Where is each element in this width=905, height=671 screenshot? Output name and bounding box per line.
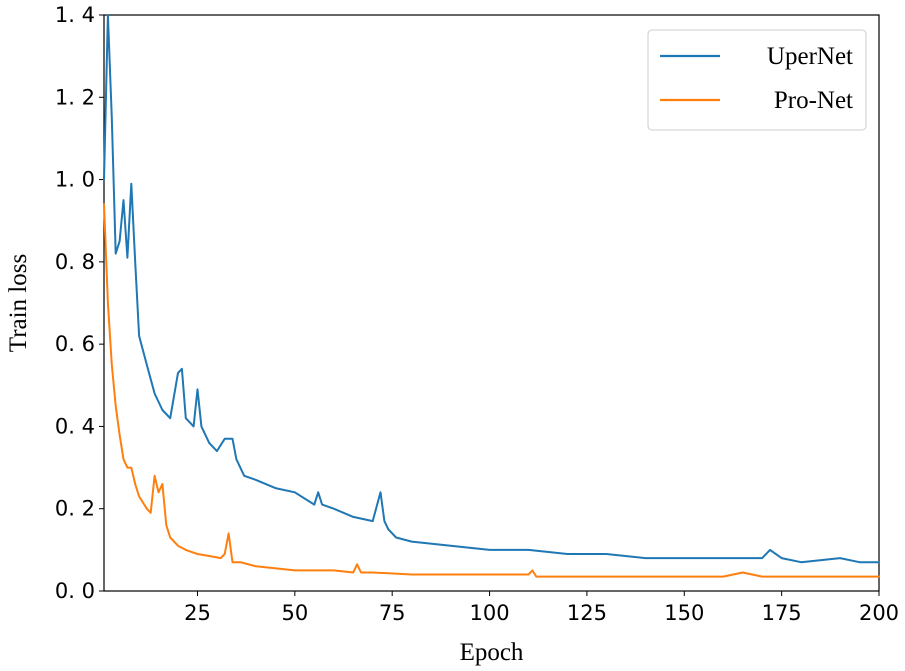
y-tick-label: 1. 2 [55, 85, 95, 109]
y-tick-label: 0. 0 [55, 579, 95, 603]
series-layer [103, 14, 880, 578]
y-tick-label: 0. 2 [55, 497, 95, 521]
series-line-upernet [103, 14, 880, 564]
x-tick-label: 125 [567, 601, 607, 625]
y-tick-label: 1. 4 [55, 3, 95, 27]
y-tick-label: 0. 6 [55, 332, 95, 356]
y-axis: 0. 0 0. 2 0. 4 0. 6 0. 8 1. 0 1. 2 1. 4 [55, 3, 104, 603]
y-tick-label: 1. 0 [55, 168, 95, 192]
legend: UperNet Pro-Net [647, 29, 867, 131]
y-tick-label: 0. 4 [55, 414, 95, 438]
legend-label: UperNet [767, 43, 853, 70]
x-tick-label: 175 [762, 601, 802, 625]
x-tick-label: 50 [281, 601, 308, 625]
x-tick-label: 200 [859, 601, 899, 625]
x-axis-title: Epoch [460, 639, 524, 666]
plot-frame [103, 14, 880, 592]
plot-area [103, 14, 880, 592]
x-tick-label: 75 [379, 601, 406, 625]
x-tick-label: 100 [470, 601, 510, 625]
legend-label: Pro-Net [774, 87, 853, 114]
series-line-pro-net [103, 203, 880, 578]
x-tick-label: 25 [184, 601, 211, 625]
y-tick-label: 0. 8 [55, 250, 95, 274]
x-tick-label: 150 [664, 601, 704, 625]
y-axis-title: Train loss [5, 254, 32, 352]
x-axis: 25 50 75 100 125 150 175 200 [184, 591, 899, 625]
